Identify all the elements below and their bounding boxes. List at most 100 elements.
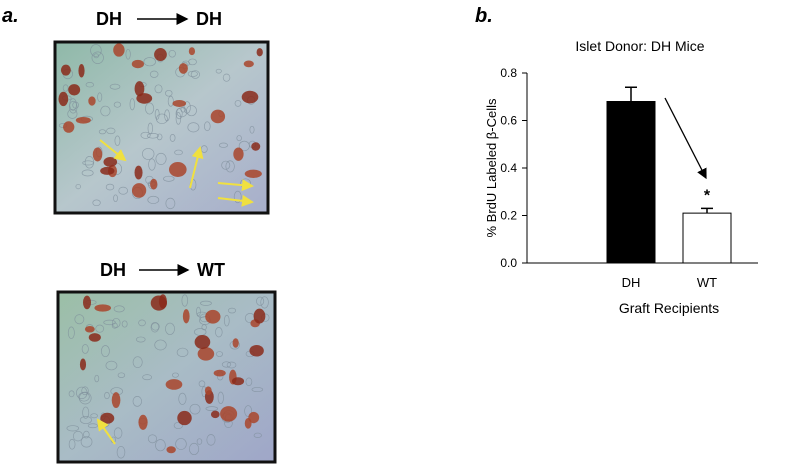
stained-cell — [249, 344, 264, 357]
cell — [189, 403, 201, 415]
stained-cell — [166, 446, 176, 454]
stained-cell — [244, 169, 262, 178]
cell — [75, 183, 81, 190]
stained-cell — [111, 392, 121, 409]
stained-cell — [134, 165, 143, 180]
cell — [234, 100, 242, 107]
cell — [227, 307, 237, 314]
cell — [206, 434, 216, 446]
bar — [606, 101, 656, 264]
stained-cell — [138, 414, 148, 430]
cell — [226, 361, 237, 369]
cell — [82, 406, 90, 419]
stained-cell — [75, 116, 91, 124]
stained-cell — [178, 63, 188, 74]
cell — [222, 73, 231, 82]
stained-cell — [248, 411, 260, 424]
micrograph — [53, 40, 270, 215]
stained-cell — [150, 178, 158, 190]
cell — [156, 133, 163, 141]
cell — [91, 51, 104, 64]
cell — [148, 158, 156, 171]
cell — [205, 406, 219, 412]
cell — [146, 132, 159, 139]
cell — [97, 92, 103, 102]
y-tick-label: 0.4 — [500, 161, 517, 175]
cell — [116, 445, 126, 459]
cell — [175, 438, 187, 450]
cell — [149, 70, 159, 78]
y-tick-label: 0.6 — [500, 114, 517, 128]
cell — [180, 106, 186, 113]
cell — [66, 425, 80, 432]
stained-cell — [204, 386, 212, 396]
stained-cell — [182, 309, 190, 324]
stained-cell — [165, 379, 183, 390]
cell — [132, 395, 142, 407]
cell — [90, 44, 102, 57]
stained-cell — [210, 410, 220, 419]
cell — [174, 149, 183, 156]
image-from: DH — [96, 9, 122, 29]
stained-cell — [79, 358, 87, 371]
stained-cell — [177, 410, 192, 426]
cell — [196, 438, 203, 445]
cell — [173, 421, 183, 430]
cell — [113, 194, 118, 203]
cell — [165, 89, 173, 97]
panel-label: a. — [2, 5, 19, 27]
annotation: * — [704, 187, 711, 204]
cell — [187, 70, 198, 77]
cell — [105, 360, 118, 371]
cell — [190, 70, 200, 79]
cells — [66, 294, 270, 459]
stained-cell — [82, 295, 92, 310]
cell — [186, 105, 197, 117]
cell — [79, 416, 92, 424]
cell — [121, 320, 128, 328]
cell — [111, 317, 121, 328]
cell — [81, 386, 89, 396]
cell — [98, 129, 107, 135]
stained-cell — [100, 412, 115, 424]
cell — [215, 326, 223, 338]
cell — [244, 405, 253, 417]
cell — [155, 439, 166, 452]
stained-cell — [113, 43, 125, 57]
cell — [74, 314, 85, 325]
stained-cell — [169, 162, 187, 177]
cell — [68, 390, 75, 398]
cell — [169, 133, 176, 142]
cell — [198, 380, 206, 388]
cell — [145, 102, 155, 115]
stained-cell — [210, 109, 226, 124]
cell — [221, 160, 231, 170]
cell — [154, 84, 163, 94]
y-tick-label: 0.8 — [500, 66, 517, 80]
cell — [181, 294, 189, 307]
stained-cell — [241, 90, 259, 104]
stained-cell — [131, 59, 145, 69]
cell — [200, 300, 212, 306]
cell — [68, 438, 76, 450]
stained-cell — [256, 48, 263, 57]
cell — [154, 339, 167, 351]
cell — [118, 186, 128, 195]
cell — [178, 392, 187, 405]
stained-cell — [197, 347, 215, 361]
cell — [113, 305, 125, 313]
stained-cell — [131, 183, 147, 198]
cell — [67, 326, 75, 339]
image-from: DH — [100, 260, 126, 280]
cell — [84, 156, 95, 169]
yellow-arrows — [96, 139, 254, 445]
cell — [150, 321, 160, 333]
y-tick-label: 0.0 — [500, 256, 517, 270]
cell — [215, 68, 222, 74]
cell — [113, 101, 122, 108]
cell — [155, 152, 167, 165]
cell — [189, 442, 200, 456]
bar — [682, 212, 732, 264]
cells — [58, 43, 263, 210]
